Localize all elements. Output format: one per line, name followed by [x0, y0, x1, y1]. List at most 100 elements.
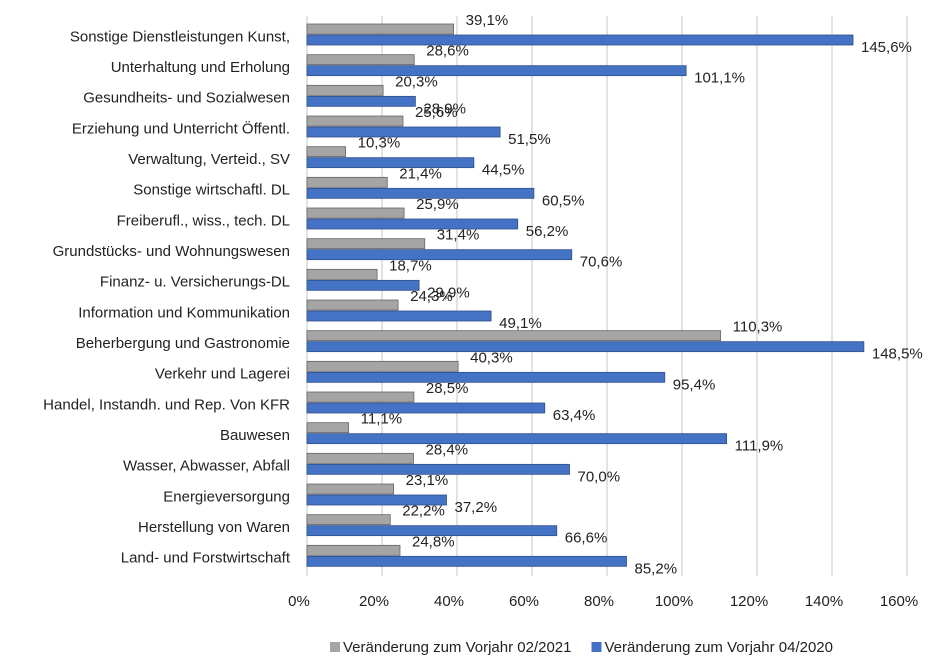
bar [306, 54, 415, 66]
y-tick-label: Verkehr und Lagerei [155, 366, 290, 383]
data-label: 23,1% [406, 472, 449, 489]
y-tick-label: Verwaltung, Verteid., SV [128, 151, 290, 168]
bar [306, 494, 447, 506]
bar [306, 146, 347, 158]
bar [306, 371, 666, 383]
x-tick-label: 80% [584, 593, 614, 610]
data-label: 29,9% [427, 284, 470, 301]
bar [306, 433, 728, 445]
y-tick-label: Unterhaltung und Erholung [111, 59, 290, 76]
y-tick-label: Sonstige Dienstleistungen Kunst, [70, 28, 290, 45]
bar [306, 157, 475, 169]
bar [306, 310, 492, 322]
data-label: 111,9% [735, 438, 784, 455]
data-label: 28,6% [426, 43, 469, 60]
y-tick-label: Beherbergung und Gastronomie [76, 335, 290, 352]
bar [306, 126, 501, 138]
data-label: 39,1% [466, 12, 509, 29]
data-label: 148,5% [872, 346, 923, 363]
bar [306, 207, 405, 219]
y-tick-label: Grundstücks- und Wohnungswesen [53, 243, 290, 260]
x-tick-label: 120% [730, 593, 768, 610]
data-label: 49,1% [499, 315, 542, 332]
data-label: 10,3% [358, 135, 401, 152]
data-label: 25,6% [415, 104, 458, 121]
data-label: 63,4% [553, 407, 596, 424]
bar [306, 341, 865, 353]
data-label: 145,6% [861, 39, 912, 56]
bar [306, 514, 391, 526]
bar [306, 422, 350, 434]
legend-label: Veränderung zum Vorjahr 04/2020 [605, 639, 834, 656]
x-tick-label: 160% [880, 593, 918, 610]
y-tick-label: Handel, Instandh. und Rep. Von KFR [43, 396, 290, 413]
y-tick-label: Wasser, Abwasser, Abfall [123, 458, 290, 475]
data-label: 95,4% [673, 376, 716, 393]
data-label: 18,7% [389, 257, 432, 274]
bar [306, 187, 535, 199]
bar [306, 525, 558, 537]
x-tick-label: 0% [288, 593, 310, 610]
data-label: 40,3% [470, 349, 513, 366]
data-label: 28,4% [426, 441, 469, 458]
data-label: 24,8% [412, 533, 455, 550]
y-tick-label: Information und Kommunikation [78, 304, 290, 321]
bar [306, 23, 455, 35]
data-label: 24,3% [410, 288, 453, 305]
x-tick-label: 100% [655, 593, 693, 610]
data-label: 37,2% [455, 499, 498, 516]
x-tick-label: 60% [509, 593, 539, 610]
bar [306, 391, 415, 403]
bar [306, 95, 416, 107]
data-label: 85,2% [635, 560, 678, 577]
bar [306, 299, 399, 311]
bar [306, 555, 627, 567]
x-tick-label: 20% [359, 593, 389, 610]
legend-swatch [591, 642, 602, 652]
bar [306, 218, 519, 230]
data-label: 110,3% [733, 319, 783, 336]
y-tick-label: Gesundheits- und Sozialwesen [83, 90, 290, 107]
y-tick-label: Bauwesen [220, 427, 290, 444]
bar [306, 65, 687, 77]
y-tick-label: Land- und Forstwirtschaft [121, 550, 291, 567]
data-label: 25,9% [416, 196, 459, 213]
data-label: 56,2% [526, 223, 569, 240]
data-label: 70,6% [580, 254, 623, 271]
data-label: 70,0% [578, 468, 621, 485]
y-tick-label: Freiberufl., wiss., tech. DL [117, 212, 290, 229]
legend-swatch [330, 642, 340, 652]
bar [306, 279, 420, 291]
bar [306, 238, 426, 250]
data-label: 21,4% [399, 165, 442, 182]
legend-label: Veränderung zum Vorjahr 02/2021 [343, 639, 572, 656]
y-tick-label: Herstellung von Waren [138, 519, 290, 536]
bar [306, 115, 404, 127]
data-label: 11,1% [361, 411, 402, 428]
bar [306, 402, 546, 414]
y-tick-label: Energieversorgung [163, 488, 290, 505]
x-tick-label: 140% [805, 593, 843, 610]
data-label: 31,4% [437, 227, 480, 244]
bar [306, 176, 388, 188]
data-label: 51,5% [508, 131, 551, 148]
bar [306, 544, 401, 556]
bar [306, 483, 395, 495]
data-label: 101,1% [694, 70, 745, 87]
data-label: 66,6% [565, 530, 608, 547]
data-label: 44,5% [482, 162, 525, 179]
bar [306, 268, 378, 280]
bar [306, 463, 570, 475]
y-tick-label: Sonstige wirtschaftl. DL [133, 182, 290, 199]
y-tick-label: Erziehung und Unterricht Öffentl. [72, 119, 290, 137]
x-tick-label: 40% [434, 593, 464, 610]
bar [306, 34, 854, 46]
bar [306, 330, 722, 342]
bar [306, 249, 573, 261]
data-label: 22,2% [402, 503, 445, 520]
y-tick-label: Finanz- u. Versicherungs-DL [100, 274, 290, 291]
bar [306, 84, 384, 96]
data-label: 20,3% [395, 73, 438, 90]
data-label: 28,9% [423, 100, 466, 117]
